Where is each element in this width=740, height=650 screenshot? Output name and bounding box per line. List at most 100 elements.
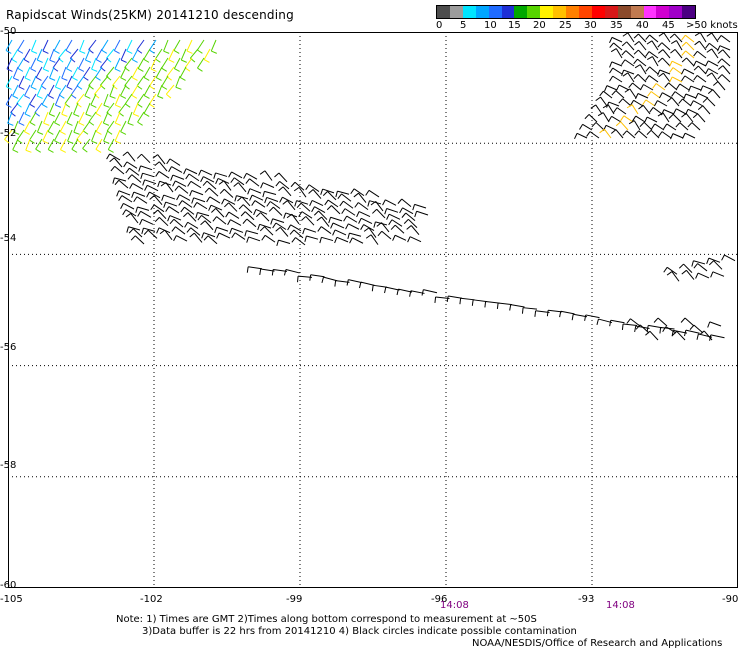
wind-barb xyxy=(164,229,173,241)
wind-barb xyxy=(13,77,20,81)
wind-barb xyxy=(204,187,210,193)
wind-barb xyxy=(115,122,121,126)
wind-barb xyxy=(334,237,338,244)
wind-barb xyxy=(674,33,683,43)
wind-barb xyxy=(632,82,642,91)
wind-barb xyxy=(613,42,623,51)
wind-barb xyxy=(114,177,127,182)
wind-barb xyxy=(643,121,653,131)
wind-barb xyxy=(373,221,376,228)
wind-barb xyxy=(302,228,306,235)
wind-barb xyxy=(485,300,500,304)
wind-barb xyxy=(595,122,605,131)
wind-barb xyxy=(334,280,337,287)
wind-barb xyxy=(633,58,638,65)
wind-barb xyxy=(335,280,350,283)
wind-barb xyxy=(377,230,383,237)
wind-barb xyxy=(694,32,701,37)
wind-barb xyxy=(658,72,664,78)
wind-barb xyxy=(161,85,168,90)
wind-barb xyxy=(120,48,127,61)
wind-barb xyxy=(103,129,109,142)
wind-barb xyxy=(664,82,670,88)
wind-barb xyxy=(126,39,133,52)
wind-barb xyxy=(657,112,664,117)
wind-barb xyxy=(29,111,37,123)
wind-barb xyxy=(91,129,97,142)
wind-barb xyxy=(700,85,704,92)
wind-barb xyxy=(298,275,313,278)
wind-barb xyxy=(703,330,713,341)
wind-barb xyxy=(638,41,647,51)
wind-barb xyxy=(109,157,115,163)
colorbar-swatch xyxy=(527,6,541,18)
wind-barb xyxy=(165,182,174,193)
wind-barb xyxy=(228,171,232,178)
wind-barb xyxy=(106,120,115,132)
wind-barb xyxy=(685,329,700,334)
wind-barb xyxy=(190,227,201,236)
wind-barb xyxy=(206,196,211,203)
wind-barb xyxy=(496,302,499,309)
wind-barb xyxy=(178,185,189,194)
wind-barb xyxy=(610,48,617,53)
wind-barb xyxy=(149,195,155,200)
wind-barb xyxy=(65,49,72,54)
wind-barb xyxy=(181,59,187,63)
wind-barb xyxy=(114,57,121,70)
wind-barb xyxy=(91,140,98,144)
wind-barb xyxy=(261,235,266,241)
wind-barb xyxy=(311,199,324,207)
wind-barb xyxy=(5,93,13,105)
wind-barb xyxy=(29,121,36,126)
wind-barb xyxy=(606,85,618,91)
colorbar-label: >50 knots xyxy=(686,20,738,31)
wind-barb xyxy=(120,131,127,135)
wind-barb xyxy=(123,202,135,210)
wind-barb xyxy=(328,217,332,224)
wind-barb xyxy=(408,218,418,229)
wind-barb xyxy=(278,239,291,244)
wind-barb xyxy=(136,39,145,51)
wind-barb xyxy=(634,64,641,69)
wind-barb xyxy=(654,100,658,107)
wind-barb xyxy=(285,269,300,274)
wind-barb xyxy=(120,66,127,78)
wind-barb xyxy=(635,93,639,100)
wind-barb xyxy=(23,120,31,132)
wind-barb xyxy=(672,330,678,336)
wind-barb xyxy=(95,138,103,150)
wind-barb xyxy=(339,200,344,207)
wind-barb xyxy=(283,269,287,276)
wind-barb xyxy=(678,98,683,104)
wind-barb xyxy=(155,66,163,78)
wind-barb xyxy=(605,124,617,131)
wind-barb xyxy=(114,179,120,186)
wind-barb xyxy=(548,309,563,313)
wind-barb xyxy=(335,191,338,198)
wind-barb xyxy=(208,187,219,197)
wind-barb xyxy=(702,105,711,115)
wind-barb xyxy=(116,190,120,197)
wind-barb xyxy=(320,188,324,195)
wind-barb xyxy=(24,113,31,117)
wind-barb xyxy=(623,115,634,123)
wind-barb xyxy=(221,198,225,205)
wind-barb xyxy=(296,202,302,208)
wind-barb xyxy=(310,274,325,278)
wind-barb xyxy=(17,67,24,72)
wind-barb xyxy=(130,213,139,224)
colorbar-swatch xyxy=(643,6,657,18)
wind-barb xyxy=(90,93,97,106)
wind-barb xyxy=(628,82,633,88)
wind-barb xyxy=(697,113,706,123)
wind-barb xyxy=(254,200,266,208)
wind-barb xyxy=(11,58,18,63)
colorbar-label: 5 xyxy=(460,20,467,31)
wind-barb xyxy=(24,131,30,135)
wind-barb xyxy=(157,209,167,220)
wind-barb xyxy=(347,232,350,240)
wind-barb xyxy=(646,325,649,332)
wind-barb xyxy=(16,93,25,104)
wind-barb xyxy=(626,41,635,51)
